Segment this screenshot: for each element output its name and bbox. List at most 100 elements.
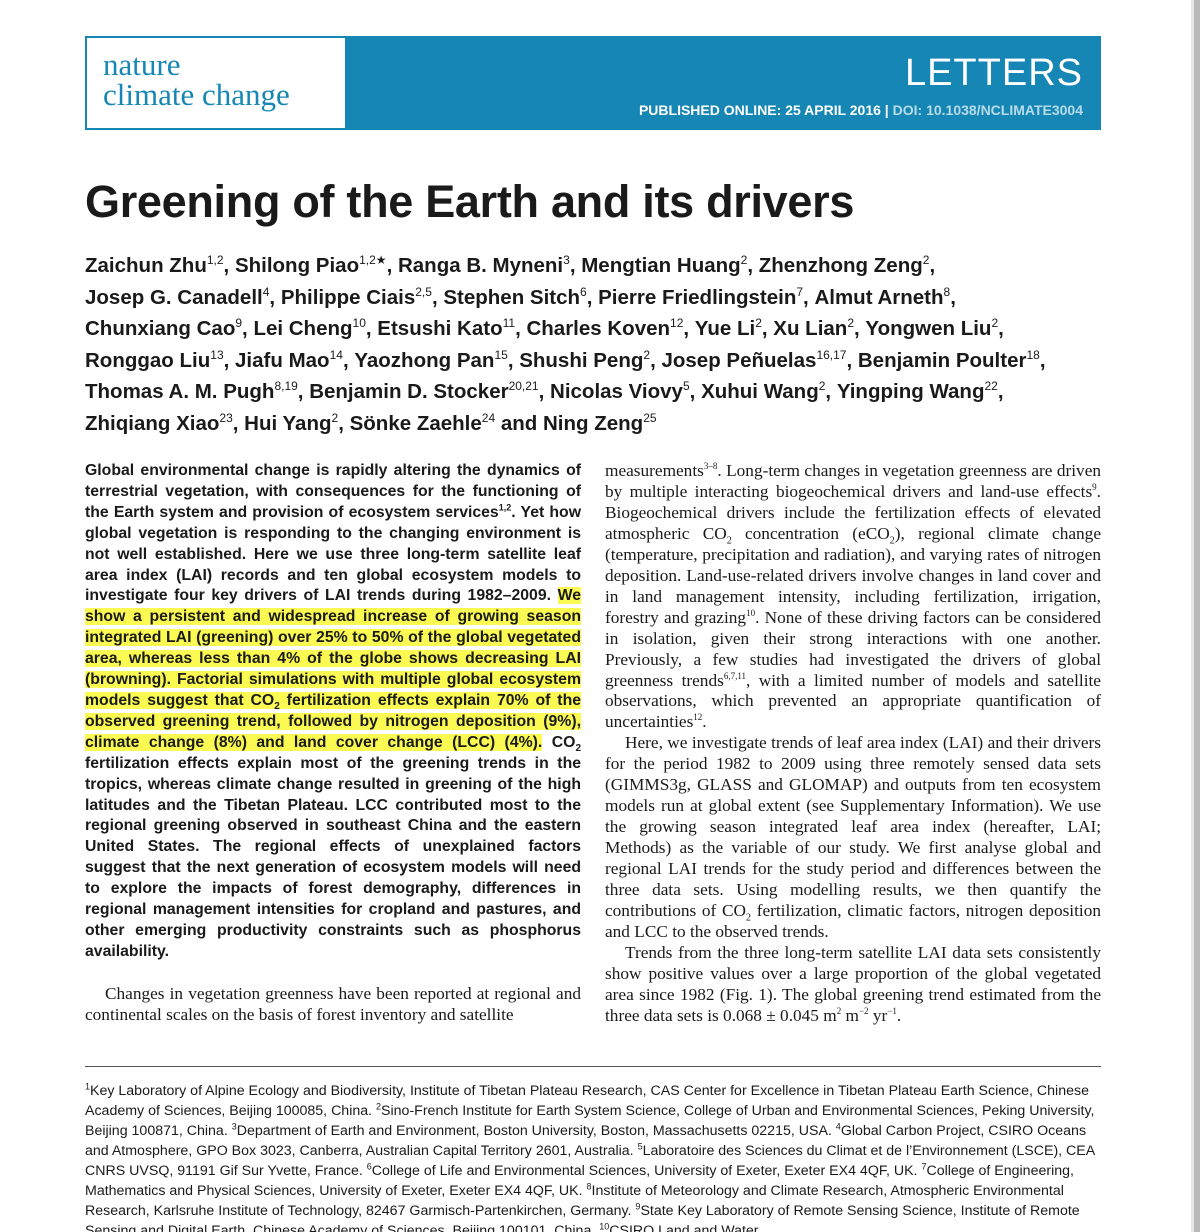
author-affiliation: 2 <box>740 253 748 268</box>
body-paragraph: Changes in vegetation greenness have bee… <box>85 984 581 1024</box>
citation[interactable]: 12 <box>693 712 703 723</box>
author[interactable]: Charles Koven12, <box>526 317 694 340</box>
author[interactable]: Benjamin D. Stocker20,21, <box>309 380 550 403</box>
author[interactable]: Shushi Peng2, <box>519 349 661 372</box>
citation[interactable]: 1,2 <box>498 502 512 513</box>
footnote-number: 3 <box>231 1121 237 1132</box>
author[interactable]: Zhiqiang Xiao23, <box>85 412 244 435</box>
text: . None of these driving factors can be c… <box>605 607 1101 690</box>
author[interactable]: Benjamin Poulter18, <box>858 349 1046 372</box>
author[interactable]: Yongwen Liu2, <box>865 317 1003 340</box>
footnote-number: 7 <box>921 1161 927 1172</box>
footnote-number: 1 <box>85 1081 91 1092</box>
author-affiliation: 22 <box>984 379 998 394</box>
subscript: 2 <box>575 742 582 754</box>
author[interactable]: Jiafu Mao14, <box>235 349 354 372</box>
section-label: LETTERS <box>904 52 1083 94</box>
author-name: Yue Li <box>694 317 756 340</box>
author-name: Hui Yang <box>244 411 332 435</box>
author[interactable]: Nicolas Viovy5, <box>550 380 701 403</box>
author-name: Ronggao Liu <box>85 348 211 372</box>
author[interactable]: Yingping Wang22, <box>837 380 1004 403</box>
author[interactable]: Almut Arneth8, <box>814 286 955 309</box>
author-separator: , <box>997 380 1004 403</box>
subscript: 2 <box>274 701 280 713</box>
text: . Long-term changes in vegetation greenn… <box>605 461 1101 501</box>
author[interactable]: Zhenzhong Zeng2, <box>759 254 935 277</box>
author-affiliation: 3 <box>563 253 570 268</box>
author-separator: , <box>761 317 774 340</box>
citation[interactable]: 10 <box>746 607 756 618</box>
author-affiliation: 11 <box>502 316 516 331</box>
footnote-number: 4 <box>835 1121 841 1132</box>
author[interactable]: Xu Lian2, <box>773 317 865 340</box>
author-name: Xu Lian <box>773 317 848 340</box>
abstract-text: fertilization effects explain most of th… <box>85 754 581 960</box>
body-paragraph: measurements3–8. Long-term changes in ve… <box>605 461 1101 733</box>
author[interactable]: Pierre Friedlingstein7, <box>598 286 814 309</box>
author-separator: , <box>586 285 599 309</box>
footnote-text: State Key Laboratory of Remote Sensing S… <box>85 1203 1080 1232</box>
text: . Biogeochemical drivers include the fer… <box>605 481 1101 543</box>
author-affiliation: 8 <box>943 284 951 299</box>
text: ), regional climate change (temperature,… <box>605 523 1101 627</box>
subscript: 2 <box>889 535 895 547</box>
citation[interactable]: 3–8 <box>703 461 718 472</box>
doi-link[interactable]: DOI: 10.1038/NCLIMATE3004 <box>892 102 1083 118</box>
author[interactable]: Sönke Zaehle24 and <box>350 412 543 435</box>
author[interactable]: Chunxiang Cao9, <box>85 317 253 340</box>
footnote-number: 2 <box>376 1101 382 1112</box>
journal-logo-line2: climate change <box>103 77 290 112</box>
text: m <box>841 1005 859 1025</box>
author-separator: , <box>232 411 245 435</box>
author[interactable]: Ronggao Liu13, <box>85 349 235 372</box>
footnote-text: Key Laboratory of Alpine Ecology and Bio… <box>85 1083 1089 1119</box>
author[interactable]: Mengtian Huang2, <box>581 254 759 277</box>
author-separator: , <box>297 380 310 403</box>
author-affiliation: 2 <box>991 316 999 331</box>
author[interactable]: Lei Cheng10, <box>253 317 377 340</box>
author-separator: , <box>998 317 1004 340</box>
author-name: Nicolas Viovy <box>550 380 683 403</box>
footnote-text: Department of Earth and Environment, Bos… <box>236 1123 836 1139</box>
author[interactable]: Etsushi Kato11, <box>377 317 526 340</box>
author-affiliation: 1,2★ <box>359 253 387 268</box>
author[interactable]: Ning Zeng25 <box>543 412 657 435</box>
author-name: Zaichun Zhu <box>85 254 207 277</box>
highlight-text: fertilization effects explain 70% of the… <box>85 691 581 751</box>
author[interactable]: Yue Li2, <box>695 317 773 340</box>
author-affiliation: 2 <box>331 410 339 425</box>
author-name: Ning Zeng <box>542 411 644 435</box>
author[interactable]: Hui Yang2, <box>244 412 349 435</box>
author[interactable]: Thomas A. M. Pugh8,19, <box>85 380 309 403</box>
author-name: Ranga B. Myneni <box>397 254 564 277</box>
author[interactable]: Zaichun Zhu1,2, <box>85 254 235 277</box>
citation[interactable]: 9 <box>1092 482 1097 493</box>
author[interactable]: Yaozhong Pan15, <box>354 349 519 372</box>
abstract-text: Global environmental change is rapidly a… <box>85 462 581 521</box>
author-affiliation: 14 <box>329 347 343 362</box>
author[interactable]: Josep Peñuelas16,17, <box>661 349 857 372</box>
footnote-number: 8 <box>586 1181 592 1192</box>
author[interactable]: Shilong Piao1,2★, <box>235 254 398 277</box>
highlight-text: We show a persistent and widespread incr… <box>85 587 581 709</box>
text: . <box>702 712 707 732</box>
text: Trends from the three long-term satellit… <box>605 942 1101 1025</box>
author[interactable]: Ranga B. Myneni3, <box>398 254 581 277</box>
author-name: Benjamin D. Stocker <box>309 380 509 403</box>
author-affiliation: 2 <box>818 379 826 394</box>
author[interactable]: Josep G. Canadell4, <box>85 286 281 309</box>
author[interactable]: Philippe Ciais2,5, <box>281 286 444 309</box>
citation[interactable]: 6,7,11 <box>723 670 746 681</box>
abstract: Global environmental change is rapidly a… <box>85 461 581 963</box>
author-name: Etsushi Kato <box>377 317 503 340</box>
author[interactable]: Stephen Sitch6, <box>443 286 598 309</box>
journal-logo-line1: nature <box>103 47 181 82</box>
affiliation-footnotes: 1Key Laboratory of Alpine Ecology and Bi… <box>85 1081 1101 1232</box>
author-affiliation: 2 <box>922 253 930 268</box>
superscript: −2 <box>858 1006 869 1017</box>
author-name: Yongwen Liu <box>865 317 992 340</box>
author[interactable]: Xuhui Wang2, <box>701 380 837 403</box>
footnote-text: College of Life and Environmental Scienc… <box>371 1163 922 1179</box>
journal-logo: nature climate change <box>103 47 290 112</box>
